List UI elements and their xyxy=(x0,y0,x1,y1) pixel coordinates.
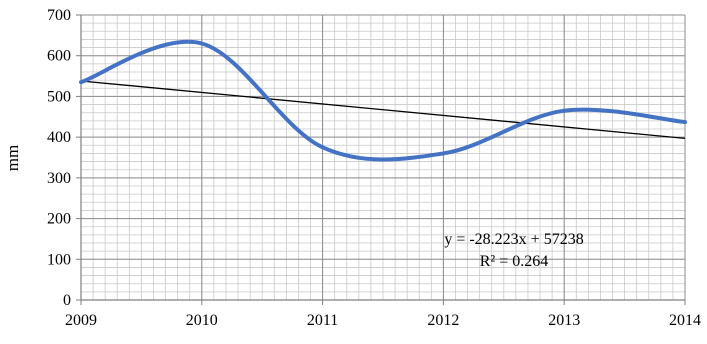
y-tick-label: 600 xyxy=(47,48,71,65)
x-tick-label: 2014 xyxy=(669,312,701,329)
y-axis-label: mm xyxy=(3,145,22,171)
trendline-layer xyxy=(80,80,686,140)
x-tick-label: 2010 xyxy=(186,312,218,329)
y-tick-label: 100 xyxy=(47,251,71,268)
y-tick-label: 700 xyxy=(47,7,71,24)
x-tick-labels: 2009 2010 2011 2012 2013 2014 xyxy=(65,312,701,329)
y-tick-label: 500 xyxy=(47,88,71,105)
minor-grid xyxy=(80,14,686,301)
series-line xyxy=(79,39,687,162)
x-tick-label: 2011 xyxy=(307,312,338,329)
trendline xyxy=(80,80,686,140)
trendline-r2: R² = 0.264 xyxy=(480,253,549,270)
x-tick-label: 2012 xyxy=(427,312,459,329)
y-tick-labels: 0 100 200 300 400 500 600 700 xyxy=(47,7,71,309)
x-tick-label: 2009 xyxy=(65,312,97,329)
y-tick-label: 0 xyxy=(63,292,71,309)
y-tick-label: 400 xyxy=(47,129,71,146)
y-tick-label: 300 xyxy=(47,170,71,187)
y-tick-label: 200 xyxy=(47,211,71,228)
axes xyxy=(76,14,686,305)
series-layer xyxy=(79,39,687,162)
trendline-equation: y = -28.223x + 57238 xyxy=(444,231,583,248)
x-tick-label: 2013 xyxy=(548,312,580,329)
